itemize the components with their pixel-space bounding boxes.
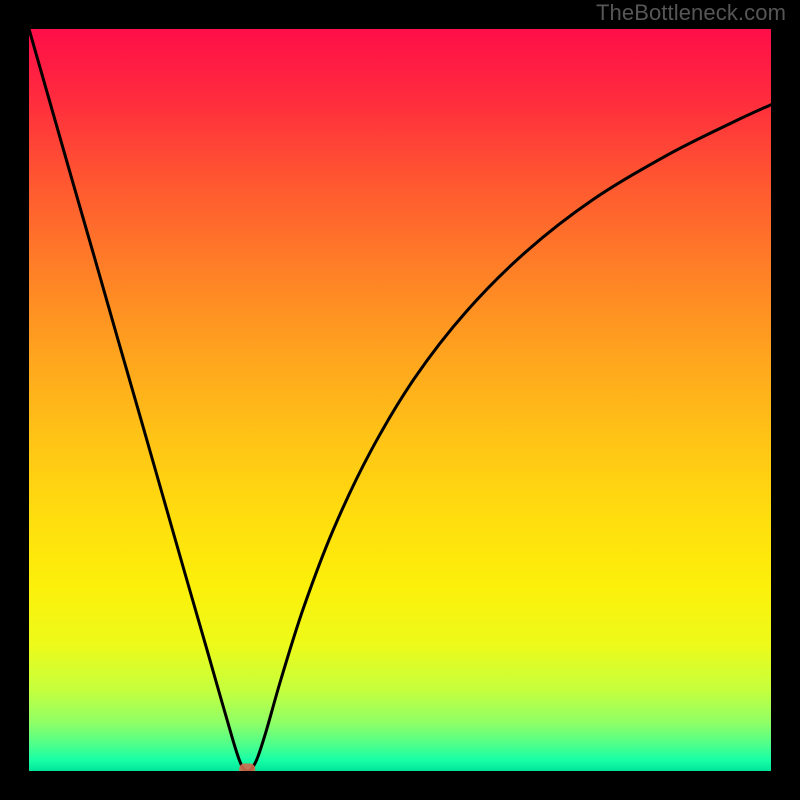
bottleneck-curve [29,29,771,771]
vertex-marker [239,764,255,776]
chart-svg [0,0,800,800]
watermark-text: TheBottleneck.com [596,0,786,26]
chart-container: TheBottleneck.com [0,0,800,800]
